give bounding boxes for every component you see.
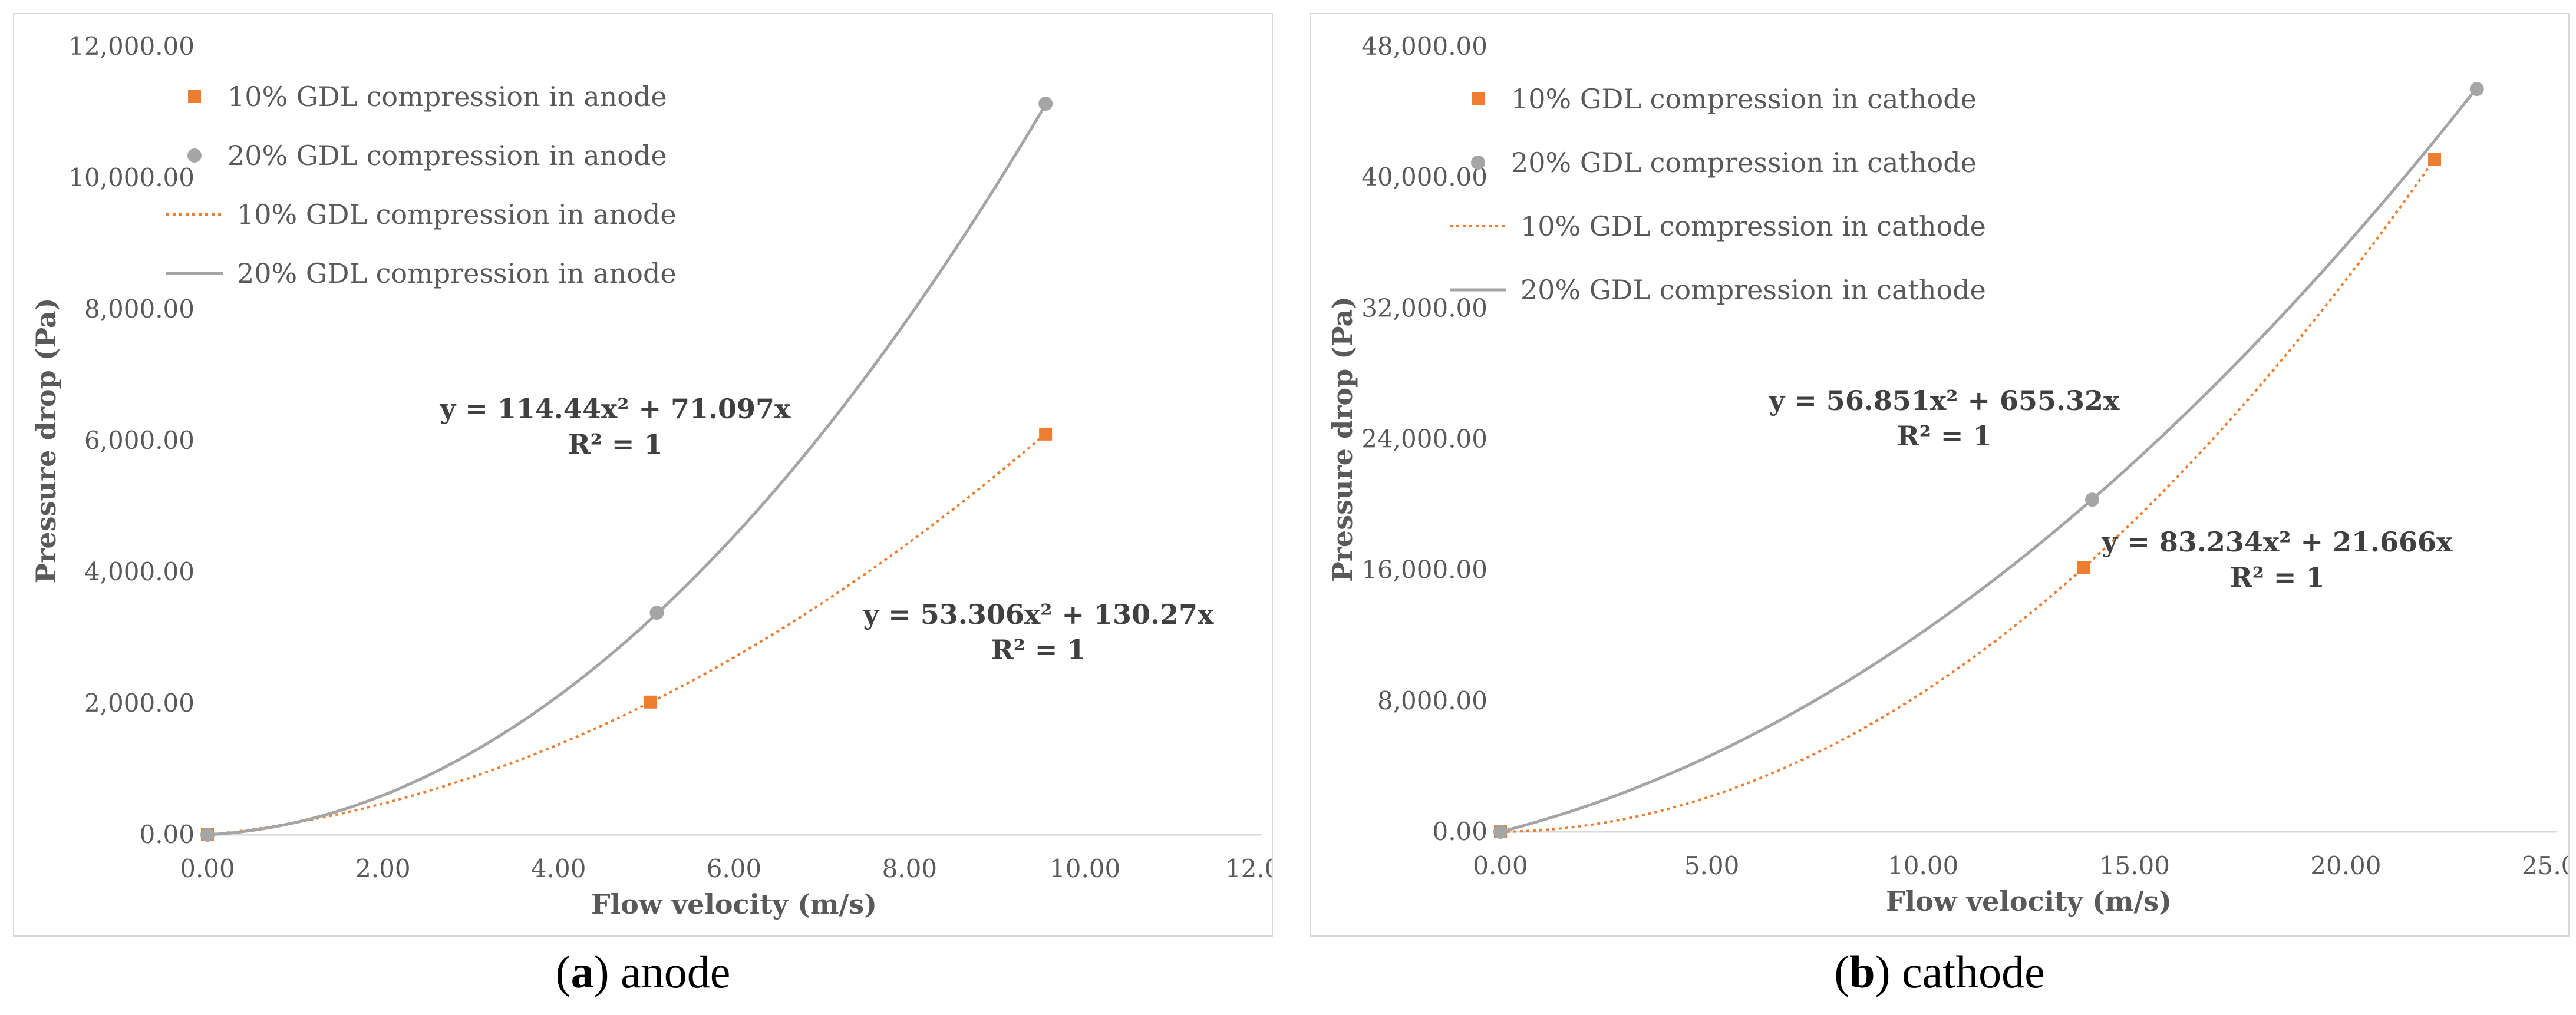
x-tick-label: 0.00	[180, 854, 235, 883]
data-point-square	[2428, 153, 2442, 166]
y-tick-label: 32,000.00	[1361, 293, 1487, 322]
data-point-square	[644, 695, 658, 709]
x-tick-label: 4.00	[531, 854, 586, 883]
caption-letter: a	[570, 946, 594, 997]
x-tick-label: 15.00	[2099, 851, 2170, 880]
x-tick-label: 20.00	[2310, 851, 2381, 880]
trendline-r2: R² = 1	[2230, 561, 2325, 593]
trendline-equation: y = 56.851x² + 655.32x	[1769, 385, 2120, 416]
trendline-equation: y = 53.306x² + 130.27x	[863, 599, 1215, 630]
x-axis-title: Flow velocity (m/s)	[591, 888, 877, 920]
chart-panel-cathode: 0.00 8,000.00 16,000.00 24,000.00 32,000.00 4…	[1310, 13, 2570, 937]
data-point-circle	[649, 606, 664, 620]
legend-label: 20% GDL compression in anode	[227, 140, 667, 171]
y-tick-label: 16,000.00	[1361, 556, 1487, 584]
y-tick-label: 8,000.00	[1377, 686, 1487, 715]
y-axis-title: Pressure drop (Pa)	[30, 298, 62, 584]
x-tick-label: 8.00	[882, 854, 938, 883]
legend-label: 10% GDL compression in anode	[237, 199, 677, 230]
legend-label: 10% GDL compression in anode	[227, 81, 667, 113]
trendline	[1500, 87, 2478, 834]
caption-letter: b	[1849, 946, 1875, 997]
trendline-equation: y = 114.44x² + 71.097x	[440, 393, 791, 425]
trendline	[207, 432, 1047, 836]
y-tick-label: 12,000.00	[68, 32, 194, 61]
caption-text: anode	[621, 946, 731, 997]
data-point-square	[2077, 561, 2090, 574]
x-axis-title: Flow velocity (m/s)	[1886, 885, 2172, 917]
y-tick-label: 2,000.00	[84, 689, 194, 718]
trendline-r2: R² = 1	[568, 428, 663, 460]
caption-anode: (a) anode	[555, 946, 731, 997]
data-point-square	[1039, 427, 1053, 441]
data-point-circle	[1493, 825, 1508, 839]
data-point-circle	[1038, 97, 1053, 111]
x-tick-label: 2.00	[355, 854, 411, 883]
x-tick-label: 0.00	[1473, 851, 1528, 880]
x-tick-label: 5.00	[1684, 851, 1740, 880]
y-tick-label: 0.00	[139, 820, 194, 849]
x-tick-label: 6.00	[707, 854, 762, 883]
trendline	[1500, 158, 2436, 833]
legend-marker-square	[1472, 92, 1485, 105]
trendline-r2: R² = 1	[1897, 420, 1992, 452]
legend-label: 10% GDL compression in cathode	[1520, 210, 1986, 242]
trendline-equation: y = 83.234x² + 21.666x	[2102, 526, 2453, 558]
trendline-r2: R² = 1	[991, 634, 1086, 666]
x-tick-label: 10.00	[1050, 854, 1120, 883]
legend-label: 10% GDL compression in cathode	[1511, 83, 1977, 115]
trendline	[207, 104, 1047, 837]
chart-svg-anode: 0.00 2,000.00 4,000.00 6,000.00 8,000.00 10,0…	[30, 32, 1272, 920]
legend-marker-circle	[187, 148, 202, 163]
y-tick-label: 4,000.00	[84, 557, 194, 586]
x-tick-label: 10.00	[1888, 851, 1958, 880]
legend-label: 20% GDL compression in cathode	[1511, 147, 1977, 178]
x-tick-label: 12.00	[1225, 854, 1272, 883]
y-tick-label: 0.00	[1432, 817, 1487, 846]
y-tick-label: 24,000.00	[1361, 425, 1487, 454]
chart-svg-cathode: 0.00 8,000.00 16,000.00 24,000.00 32,000.00 4…	[1327, 32, 2568, 917]
legend-label: 20% GDL compression in anode	[237, 257, 677, 289]
y-tick-label: 40,000.00	[1361, 163, 1487, 191]
caption-text: cathode	[1902, 946, 2045, 997]
legend-marker-square	[188, 90, 201, 103]
y-axis-title: Pressure drop (Pa)	[1327, 296, 1358, 582]
y-tick-label: 6,000.00	[84, 426, 194, 455]
data-point-circle	[200, 828, 215, 842]
chart-panel-anode: 0.00 2,000.00 4,000.00 6,000.00 8,000.00 10,0…	[13, 13, 1273, 937]
data-point-circle	[2469, 82, 2484, 97]
x-tick-label: 25.00	[2522, 851, 2568, 880]
y-tick-label: 10,000.00	[68, 163, 194, 192]
caption-cathode: (b) cathode	[1834, 946, 2045, 997]
y-tick-label: 48,000.00	[1361, 32, 1487, 61]
y-tick-label: 8,000.00	[84, 295, 194, 323]
data-point-circle	[2085, 492, 2100, 507]
legend-marker-circle	[1471, 156, 1485, 170]
legend-label: 20% GDL compression in cathode	[1520, 274, 1986, 306]
